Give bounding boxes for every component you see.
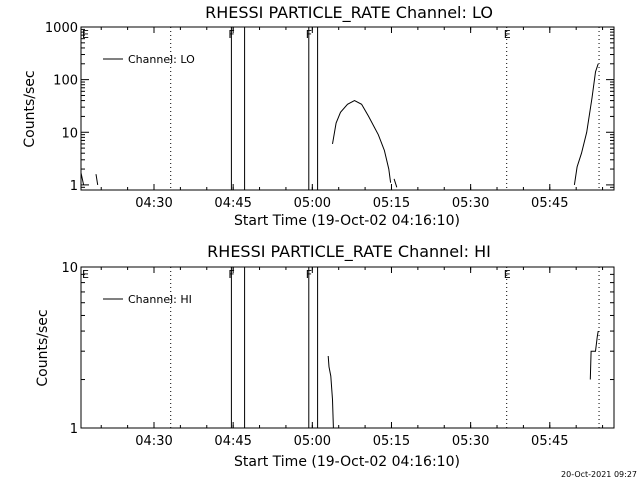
lo-x-axis-label: Start Time (19-Oct-02 04:16:10) [234,213,460,229]
lo-series-line [332,100,392,183]
hi-event-marker-label: F [306,268,312,281]
lo-legend-label: Channel: LO [128,53,195,66]
lo-y-tick-label: 100 [53,74,78,89]
lo-chart-title: RHESSI PARTICLE_RATE Channel: LO [205,3,493,23]
lo-x-tick-label: 04:30 [135,196,172,211]
hi-x-axis-label: Start Time (19-Oct-02 04:16:10) [234,454,460,470]
lo-series-line [393,178,398,188]
lo-channel-panel: RHESSI PARTICLE_RATE Channel: LO Counts/… [22,3,615,229]
hi-channel-panel: RHESSI PARTICLE_RATE Channel: HI Counts/… [35,242,615,470]
lo-event-marker-label: F [228,28,234,41]
hi-y-tick-label: 1 [70,422,78,437]
lo-plot-frame [80,26,615,191]
lo-y-axis-label: Counts/sec [22,70,38,147]
lo-x-tick-label: 05:15 [373,196,410,211]
lo-x-tick-label: 05:30 [452,196,489,211]
hi-event-marker-label: E [504,268,511,281]
hi-x-tick-label: 05:30 [452,434,489,449]
hi-chart-title: RHESSI PARTICLE_RATE Channel: HI [207,242,491,262]
hi-x-tick-label: 05:15 [373,434,410,449]
footer-timestamp: 20-Oct-2021 09:27 [561,470,637,479]
lo-event-marker-label: F [306,28,312,41]
hi-series-line [327,355,334,429]
hi-x-tick-label: 05:45 [531,434,568,449]
hi-x-tick-label: 05:00 [294,434,331,449]
lo-event-marker-label: E [504,28,511,41]
hi-legend-label: Channel: HI [128,293,192,306]
lo-x-tick-label: 05:45 [531,196,568,211]
hi-x-tick-label: 04:45 [214,434,251,449]
hi-event-marker-label: E [82,268,89,281]
hi-series-line [589,331,599,380]
hi-y-tick-label: 10 [61,261,78,276]
lo-x-tick-label: 05:00 [294,196,331,211]
hi-event-marker-label: F [228,268,234,281]
lo-x-tick-label: 04:45 [214,196,251,211]
lo-series-line [95,174,99,185]
hi-plot-frame [80,266,615,429]
lo-event-marker-label: E [82,28,89,41]
hi-y-axis-label: Counts/sec [35,309,51,386]
lo-y-tick-label: 1 [70,179,78,194]
lo-series-line [80,172,85,186]
hi-x-tick-label: 04:30 [135,434,172,449]
lo-y-tick-label: 10 [61,126,78,141]
lo-y-tick-label: 1000 [45,21,78,36]
lo-series-line [573,63,599,185]
